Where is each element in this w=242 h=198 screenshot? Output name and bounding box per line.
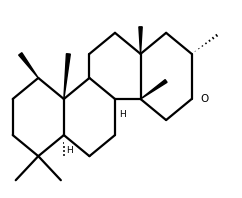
Text: O: O — [200, 94, 208, 104]
Polygon shape — [141, 80, 167, 99]
Text: H: H — [67, 146, 73, 155]
Polygon shape — [64, 54, 70, 99]
Polygon shape — [19, 53, 38, 78]
Text: H: H — [119, 109, 126, 119]
Polygon shape — [139, 27, 142, 54]
